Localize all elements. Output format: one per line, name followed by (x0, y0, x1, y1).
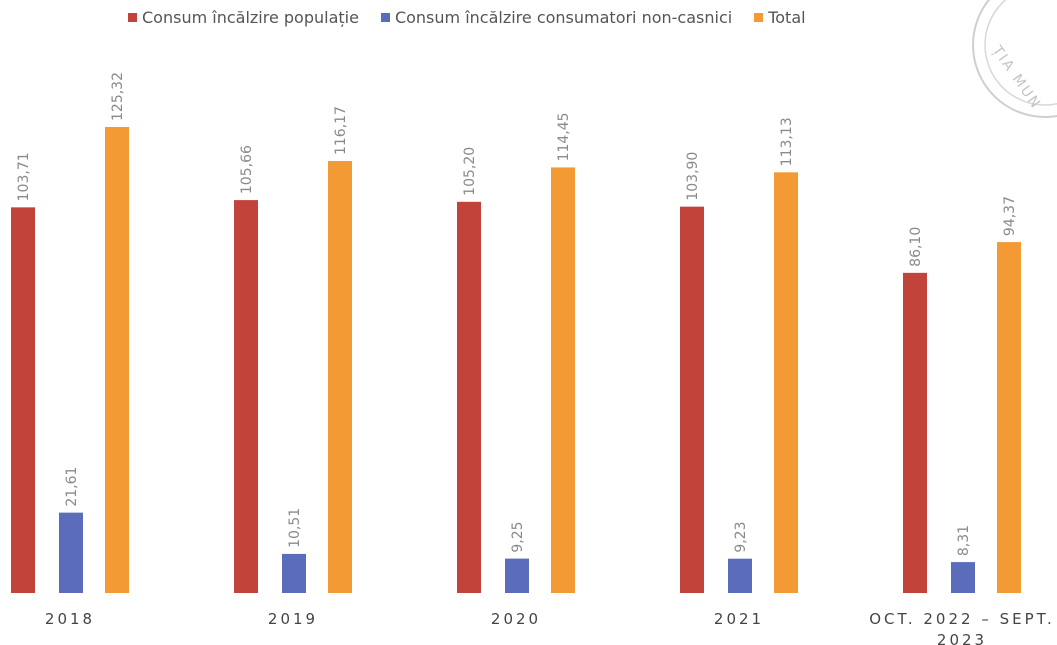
bar-total-0 (105, 127, 129, 593)
bar-non-casnici-0 (59, 512, 83, 593)
bar-total-2 (551, 167, 575, 593)
data-label-populatie-1: 105,66 (239, 145, 255, 194)
legend-label-populatie: Consum încălzire populație (142, 8, 359, 27)
bar-non-casnici-4 (951, 562, 975, 593)
svg-text:ȚIA MUN: ȚIA MUN (988, 42, 1044, 112)
category-label-2: 2020 (491, 610, 541, 628)
legend-swatch-total (754, 13, 764, 22)
bar-non-casnici-2 (505, 558, 529, 593)
data-label-non-casnici-1: 10,51 (287, 508, 303, 548)
data-label-populatie-3: 103,90 (685, 152, 701, 201)
legend-label-non-casnici: Consum încălzire consumatori non-casnici (394, 8, 733, 27)
legend-item-populatie: Consum încălzire populație (128, 8, 359, 27)
category-label-3: 2021 (714, 610, 764, 628)
legend-item-total: Total (754, 8, 806, 27)
bar-populatie-0 (11, 207, 35, 593)
bar-non-casnici-1 (282, 553, 306, 593)
data-label-non-casnici-4: 8,31 (956, 525, 972, 556)
data-label-total-3: 113,13 (779, 117, 795, 166)
data-label-populatie-0: 103,71 (16, 152, 32, 201)
data-label-total-0: 125,32 (110, 72, 126, 121)
category-label-4-line2: 2023 (937, 631, 987, 645)
data-label-total-2: 114,45 (556, 112, 572, 161)
legend-swatch-populatie (128, 13, 137, 22)
category-label-0: 2018 (45, 610, 95, 628)
bar-populatie-4 (903, 272, 927, 593)
data-label-non-casnici-3: 9,23 (733, 522, 749, 553)
data-label-populatie-2: 105,20 (462, 147, 478, 196)
legend-label-total: Total (768, 8, 806, 27)
category-label-1: 2019 (268, 610, 318, 628)
bar-total-4 (997, 242, 1021, 593)
bar-populatie-2 (457, 201, 481, 593)
official-stamp: ȚIA MUN (972, 0, 1057, 118)
data-label-non-casnici-0: 21,61 (64, 467, 80, 507)
data-label-populatie-4: 86,10 (908, 227, 924, 267)
legend-item-non-casnici: Consum încălzire consumatori non-casnici (380, 8, 733, 27)
bar-total-1 (328, 161, 352, 593)
bar-non-casnici-3 (728, 558, 752, 593)
data-label-total-1: 116,17 (333, 106, 349, 155)
bar-total-3 (774, 172, 798, 593)
data-label-total-4: 94,37 (1002, 196, 1018, 236)
bar-populatie-1 (234, 200, 258, 593)
category-label-4: OCT. 2022 – SEPT. (869, 610, 1055, 628)
data-label-non-casnici-2: 9,25 (510, 521, 526, 552)
bar-populatie-3 (680, 206, 704, 594)
legend-swatch-non-casnici (380, 13, 390, 22)
chart-legend: Consum încălzire populație Consum încălz… (128, 8, 828, 27)
